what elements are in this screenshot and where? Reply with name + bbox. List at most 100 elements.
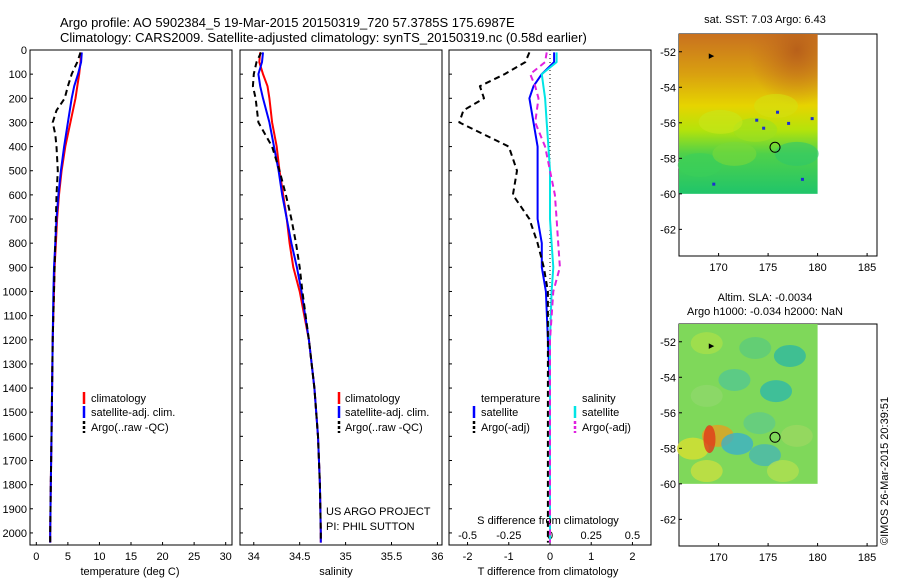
x-tick-label: -2 [463,551,473,563]
depth-tick-label: 1600 [3,431,27,443]
sst-patch [698,109,743,134]
sst-cold-pixel [755,118,759,122]
legend-label-t-argo: Argo(-adj) [481,422,530,434]
x-tick-label: 34.5 [289,551,310,563]
x-tick-label: 36 [431,551,443,563]
salinity-panel: 34 34.5 35 35.5 36 [248,51,444,563]
depth-tick-label: 300 [9,117,27,129]
map-x-tick-label: 180 [808,552,826,564]
depth-tick-label: 700 [9,214,27,226]
series-argo-raw-qc- [49,52,82,543]
x-tick-label: 34 [248,551,260,563]
project-line-1: US ARGO PROJECT [326,506,431,518]
s-tick-label: 0.5 [625,530,640,542]
header-line-2: Climatology: CARS2009. Satellite-adjuste… [60,30,587,45]
s-difference-xlabel: S difference from climatology [477,515,619,527]
series-argo-raw-qc- [251,51,322,543]
sst-cold-pixel [800,177,804,181]
depth-tick-label: 1800 [3,480,27,492]
x-tick-label: 35 [339,551,351,563]
project-line-2: PI: PHIL SUTTON [326,521,415,533]
x-tick-label: 35.5 [381,551,402,563]
map-y-tick-label: -62 [660,224,676,236]
sst-cold-pixel [787,121,791,125]
salinity-panel-frame [239,49,443,546]
temperature-legend: climatology satellite-adj. clim. Argo(..… [82,392,175,434]
legend-label-s-satellite: satellite [582,407,619,419]
header-line-1: Argo profile: AO 5902384_5 19-Mar-2015 2… [60,15,515,30]
sla-patch [743,412,776,435]
x-tick-label: 5 [65,551,71,563]
sla-high-patch [703,425,716,454]
temperature-xlabel: temperature (deg C) [80,566,179,578]
sla-map-title-2: Argo h1000: -0.034 h2000: NaN [687,306,843,318]
legend-label-satellite: satellite-adj. clim. [345,407,429,419]
depth-tick-label: 1300 [3,359,27,371]
map-y-tick-label: -56 [660,118,676,130]
legend-label-climatology: climatology [345,393,401,405]
map-y-tick-label: -58 [660,443,676,455]
depth-tick-label: 1900 [3,504,27,516]
series-argo-adj- [529,52,561,543]
depth-tick-label: 100 [9,69,27,81]
depth-tick-label: 1200 [3,335,27,347]
sst-patch [733,117,778,142]
s-tick-label: -0.25 [496,530,521,542]
sst-patch [774,141,819,166]
legend-label-climatology: climatology [91,393,147,405]
depth-tick-label: 600 [9,190,27,202]
depth-tick-label: 900 [9,262,27,274]
x-tick-label: 2 [629,551,635,563]
map-arrow: ▸ [709,340,715,352]
map-y-tick-label: -54 [660,82,676,94]
sla-map-title-1: Altim. SLA: -0.0034 [718,292,813,304]
sst-patch [754,93,799,118]
series-satellite-adj-clim- [49,52,83,543]
x-tick-label: 25 [188,551,200,563]
map-x-tick-label: 170 [709,262,727,274]
salinity-xlabel: salinity [319,566,353,578]
legend-label-s-argo: Argo(-adj) [582,422,631,434]
temperature-panel: 0 5 10 15 20 25 30 [33,52,232,563]
map-y-tick-label: -52 [660,47,676,59]
series-satellite-adj-clim- [257,52,322,543]
x-tick-label: 30 [220,551,232,563]
salinity-legend: climatology satellite-adj. clim. Argo(..… [337,392,429,434]
sla-patch [773,344,806,367]
sla-patch [690,332,723,355]
map-x-tick-label: 185 [858,262,876,274]
temperature-panel-frame [29,49,233,546]
sla-patch [690,460,723,483]
sst-cold-pixel [776,110,780,114]
sla-patch [690,384,723,407]
argo-position-marker [769,141,781,153]
sst-patch [677,153,722,178]
x-tick-label: 20 [156,551,168,563]
depth-tick-label: 200 [9,93,27,105]
map-x-tick-label: 185 [858,552,876,564]
series-climatology [258,52,322,543]
sla-patch [766,460,799,483]
map-arrow: ▸ [709,50,715,62]
legend-label-t-satellite: satellite [481,407,518,419]
x-tick-label: 15 [125,551,137,563]
map-y-tick-label: -56 [660,408,676,420]
s-tick-label: 0.25 [581,530,602,542]
map-y-tick-label: -52 [660,337,676,349]
depth-tick-label: 0 [21,45,27,57]
sla-field [676,324,818,484]
x-tick-label: 0 [33,551,39,563]
depth-tick-label: 1400 [3,383,27,395]
sla-patch [721,432,754,455]
depth-tick-label: 1100 [3,311,27,323]
map-y-tick-label: -60 [660,479,676,491]
map-x-tick-label: 175 [759,552,777,564]
sst-patch [712,141,757,166]
sst-map: 170 175 180 185 -52 -54 -56 -58 -60 -62 ▸ [660,34,876,274]
map-y-tick-label: -60 [660,189,676,201]
sla-map: 170 175 180 185 -52 -54 -56 -58 -60 -62 ▸ [660,324,876,564]
argo-position-marker [769,431,781,443]
depth-tick-label: 1500 [3,407,27,419]
x-tick-label: 1 [588,551,594,563]
sst-cold-pixel [762,126,766,130]
